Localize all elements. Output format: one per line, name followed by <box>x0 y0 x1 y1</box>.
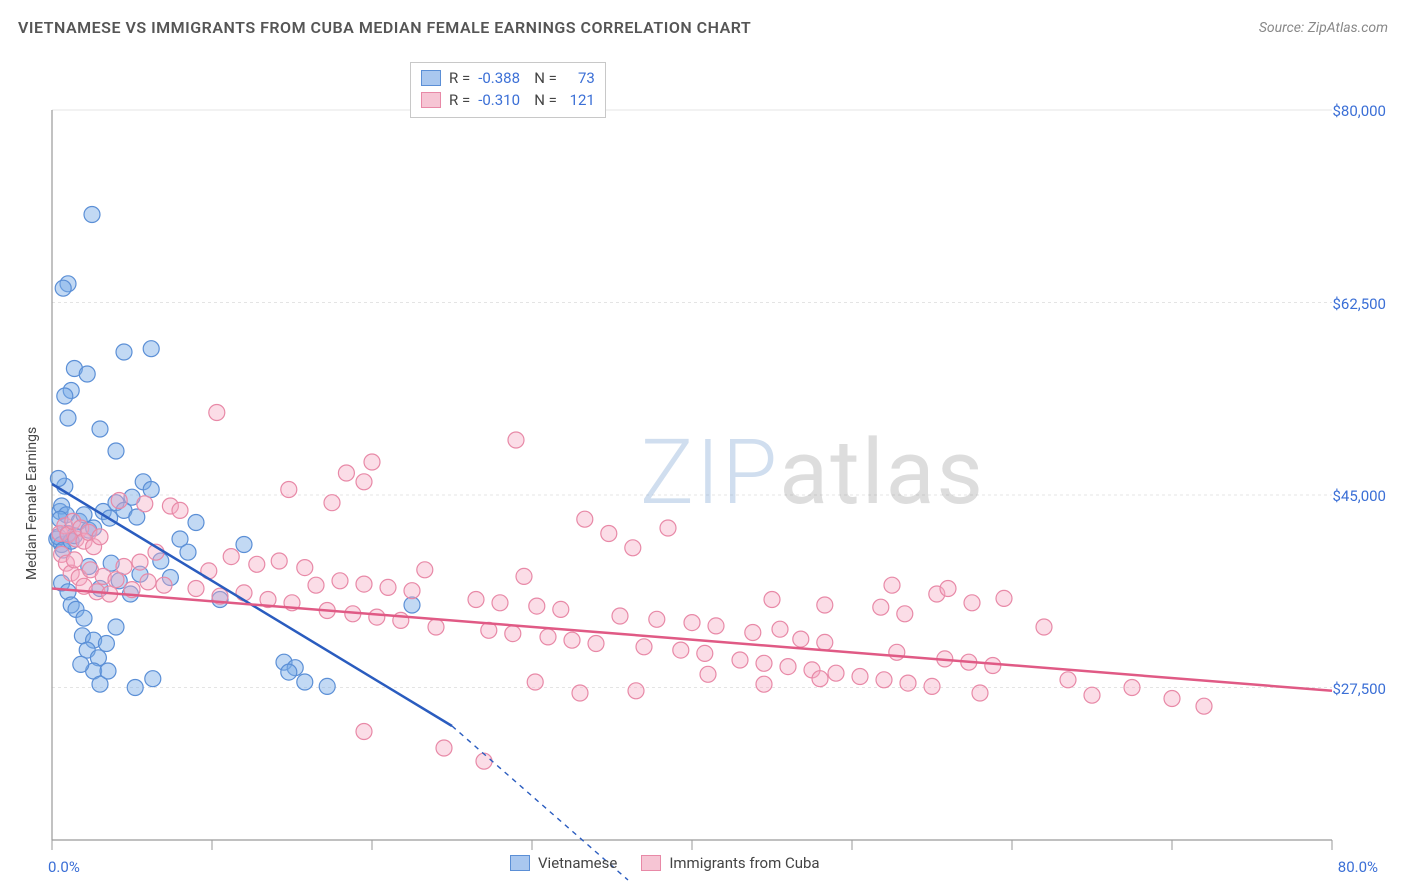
y-tick-label: $27,500 <box>1306 680 1386 698</box>
r-value: -0.388 <box>478 67 526 89</box>
y-tick-label: $62,500 <box>1306 295 1386 313</box>
legend-swatch <box>510 855 530 871</box>
series-swatch <box>421 70 441 86</box>
r-label: R = <box>449 89 470 111</box>
y-tick-label: $80,000 <box>1306 102 1386 120</box>
bottom-legend: Vietnamese Immigrants from Cuba <box>510 854 820 872</box>
chart-title: VIETNAMESE VS IMMIGRANTS FROM CUBA MEDIA… <box>18 18 751 37</box>
r-value: -0.310 <box>478 89 526 111</box>
y-axis-label: Median Female Earnings <box>24 427 40 580</box>
legend-item: Vietnamese <box>510 854 617 872</box>
legend-item: Immigrants from Cuba <box>641 854 819 872</box>
n-label: N = <box>534 89 557 111</box>
series-swatch <box>421 92 441 108</box>
y-tick-label: $45,000 <box>1306 487 1386 505</box>
legend-label: Vietnamese <box>538 854 617 872</box>
legend-label: Immigrants from Cuba <box>669 854 819 872</box>
r-label: R = <box>449 67 470 89</box>
n-value: 73 <box>565 67 595 89</box>
stats-row: R = -0.310 N = 121 <box>421 89 595 111</box>
n-label: N = <box>534 67 557 89</box>
chart-header: VIETNAMESE VS IMMIGRANTS FROM CUBA MEDIA… <box>18 18 1388 37</box>
x-tick-min: 0.0% <box>48 858 80 876</box>
stats-row: R = -0.388 N = 73 <box>421 67 595 89</box>
legend-swatch <box>641 855 661 871</box>
stats-legend-box: R = -0.388 N = 73 R = -0.310 N = 121 <box>410 62 606 118</box>
n-value: 121 <box>565 89 595 111</box>
scatter-plot <box>0 50 1406 892</box>
chart-area: ZIPatlas Median Female Earnings R =-0.38… <box>0 50 1406 892</box>
chart-source: Source: ZipAtlas.com <box>1259 20 1388 36</box>
x-tick-max: 80.0% <box>1338 858 1378 876</box>
